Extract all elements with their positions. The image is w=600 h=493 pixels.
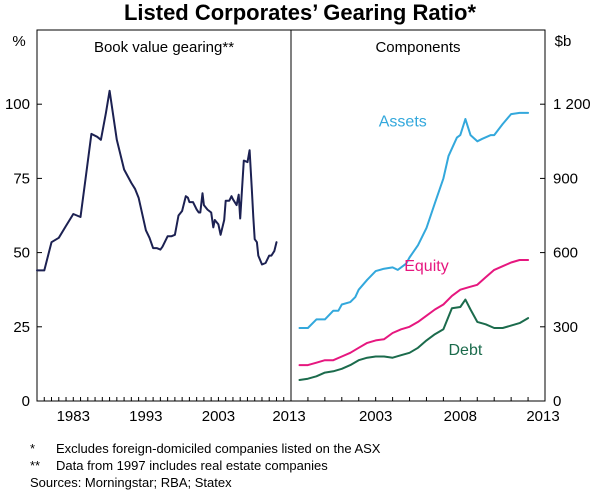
left-y-tick-label: 50 bbox=[13, 245, 30, 262]
left-x-tick-label: 2003 bbox=[202, 408, 235, 425]
left-y-tick-label: 100 bbox=[5, 96, 30, 113]
footnote: * Excludes foreign-domiciled companies li… bbox=[30, 440, 380, 457]
right-x-tick-label: 2013 bbox=[526, 408, 559, 425]
right-y-tick-label: 600 bbox=[553, 245, 578, 262]
series-line-equity bbox=[298, 259, 530, 367]
right-panel-subtitle: Components bbox=[375, 39, 460, 56]
left-x-tick-label: 2013 bbox=[272, 408, 305, 425]
right-y-unit: $b bbox=[555, 33, 572, 50]
footnote-mark: ** bbox=[30, 458, 41, 473]
series-line-debt bbox=[298, 298, 530, 381]
right-y-tick-label: 900 bbox=[553, 170, 578, 187]
footnote-text: Data from 1997 includes real estate comp… bbox=[56, 458, 328, 473]
sources: Sources: Morningstar; RBA; Statex bbox=[30, 475, 232, 490]
series-label-layer: Assets Equity Debt bbox=[379, 113, 483, 359]
chart-title: Listed Corporates’ Gearing Ratio* bbox=[123, 0, 477, 25]
series-line-assets bbox=[298, 111, 530, 329]
series-label-equity: Equity bbox=[404, 258, 448, 275]
series-label-assets: Assets bbox=[379, 113, 427, 130]
right-y-tick-label: 0 bbox=[553, 393, 561, 410]
left-x-tick-label: 1983 bbox=[57, 408, 90, 425]
left-y-tick-label: 75 bbox=[13, 170, 30, 187]
left-y-unit: % bbox=[12, 33, 25, 50]
right-y-tick-label: 1 200 bbox=[553, 96, 591, 113]
left-x-tick-label: 1993 bbox=[129, 408, 162, 425]
left-y-tick-label: 25 bbox=[13, 319, 30, 336]
series-layer bbox=[36, 89, 530, 381]
series-line-book-value-gearing bbox=[36, 89, 278, 272]
right-x-tick-label: 2003 bbox=[359, 408, 392, 425]
footnote-text: Excludes foreign-domiciled companies lis… bbox=[56, 441, 381, 456]
footnote-mark: * bbox=[30, 441, 36, 456]
footnotes: * Excludes foreign-domiciled companies li… bbox=[30, 440, 380, 491]
footnote: ** Data from 1997 includes real estate co… bbox=[30, 457, 380, 474]
right-y-tick-label: 300 bbox=[553, 319, 578, 336]
series-label-debt: Debt bbox=[449, 342, 483, 359]
left-y-tick-label: 0 bbox=[22, 393, 30, 410]
right-x-tick-label: 2008 bbox=[444, 408, 477, 425]
left-panel-subtitle: Book value gearing** bbox=[94, 39, 234, 56]
